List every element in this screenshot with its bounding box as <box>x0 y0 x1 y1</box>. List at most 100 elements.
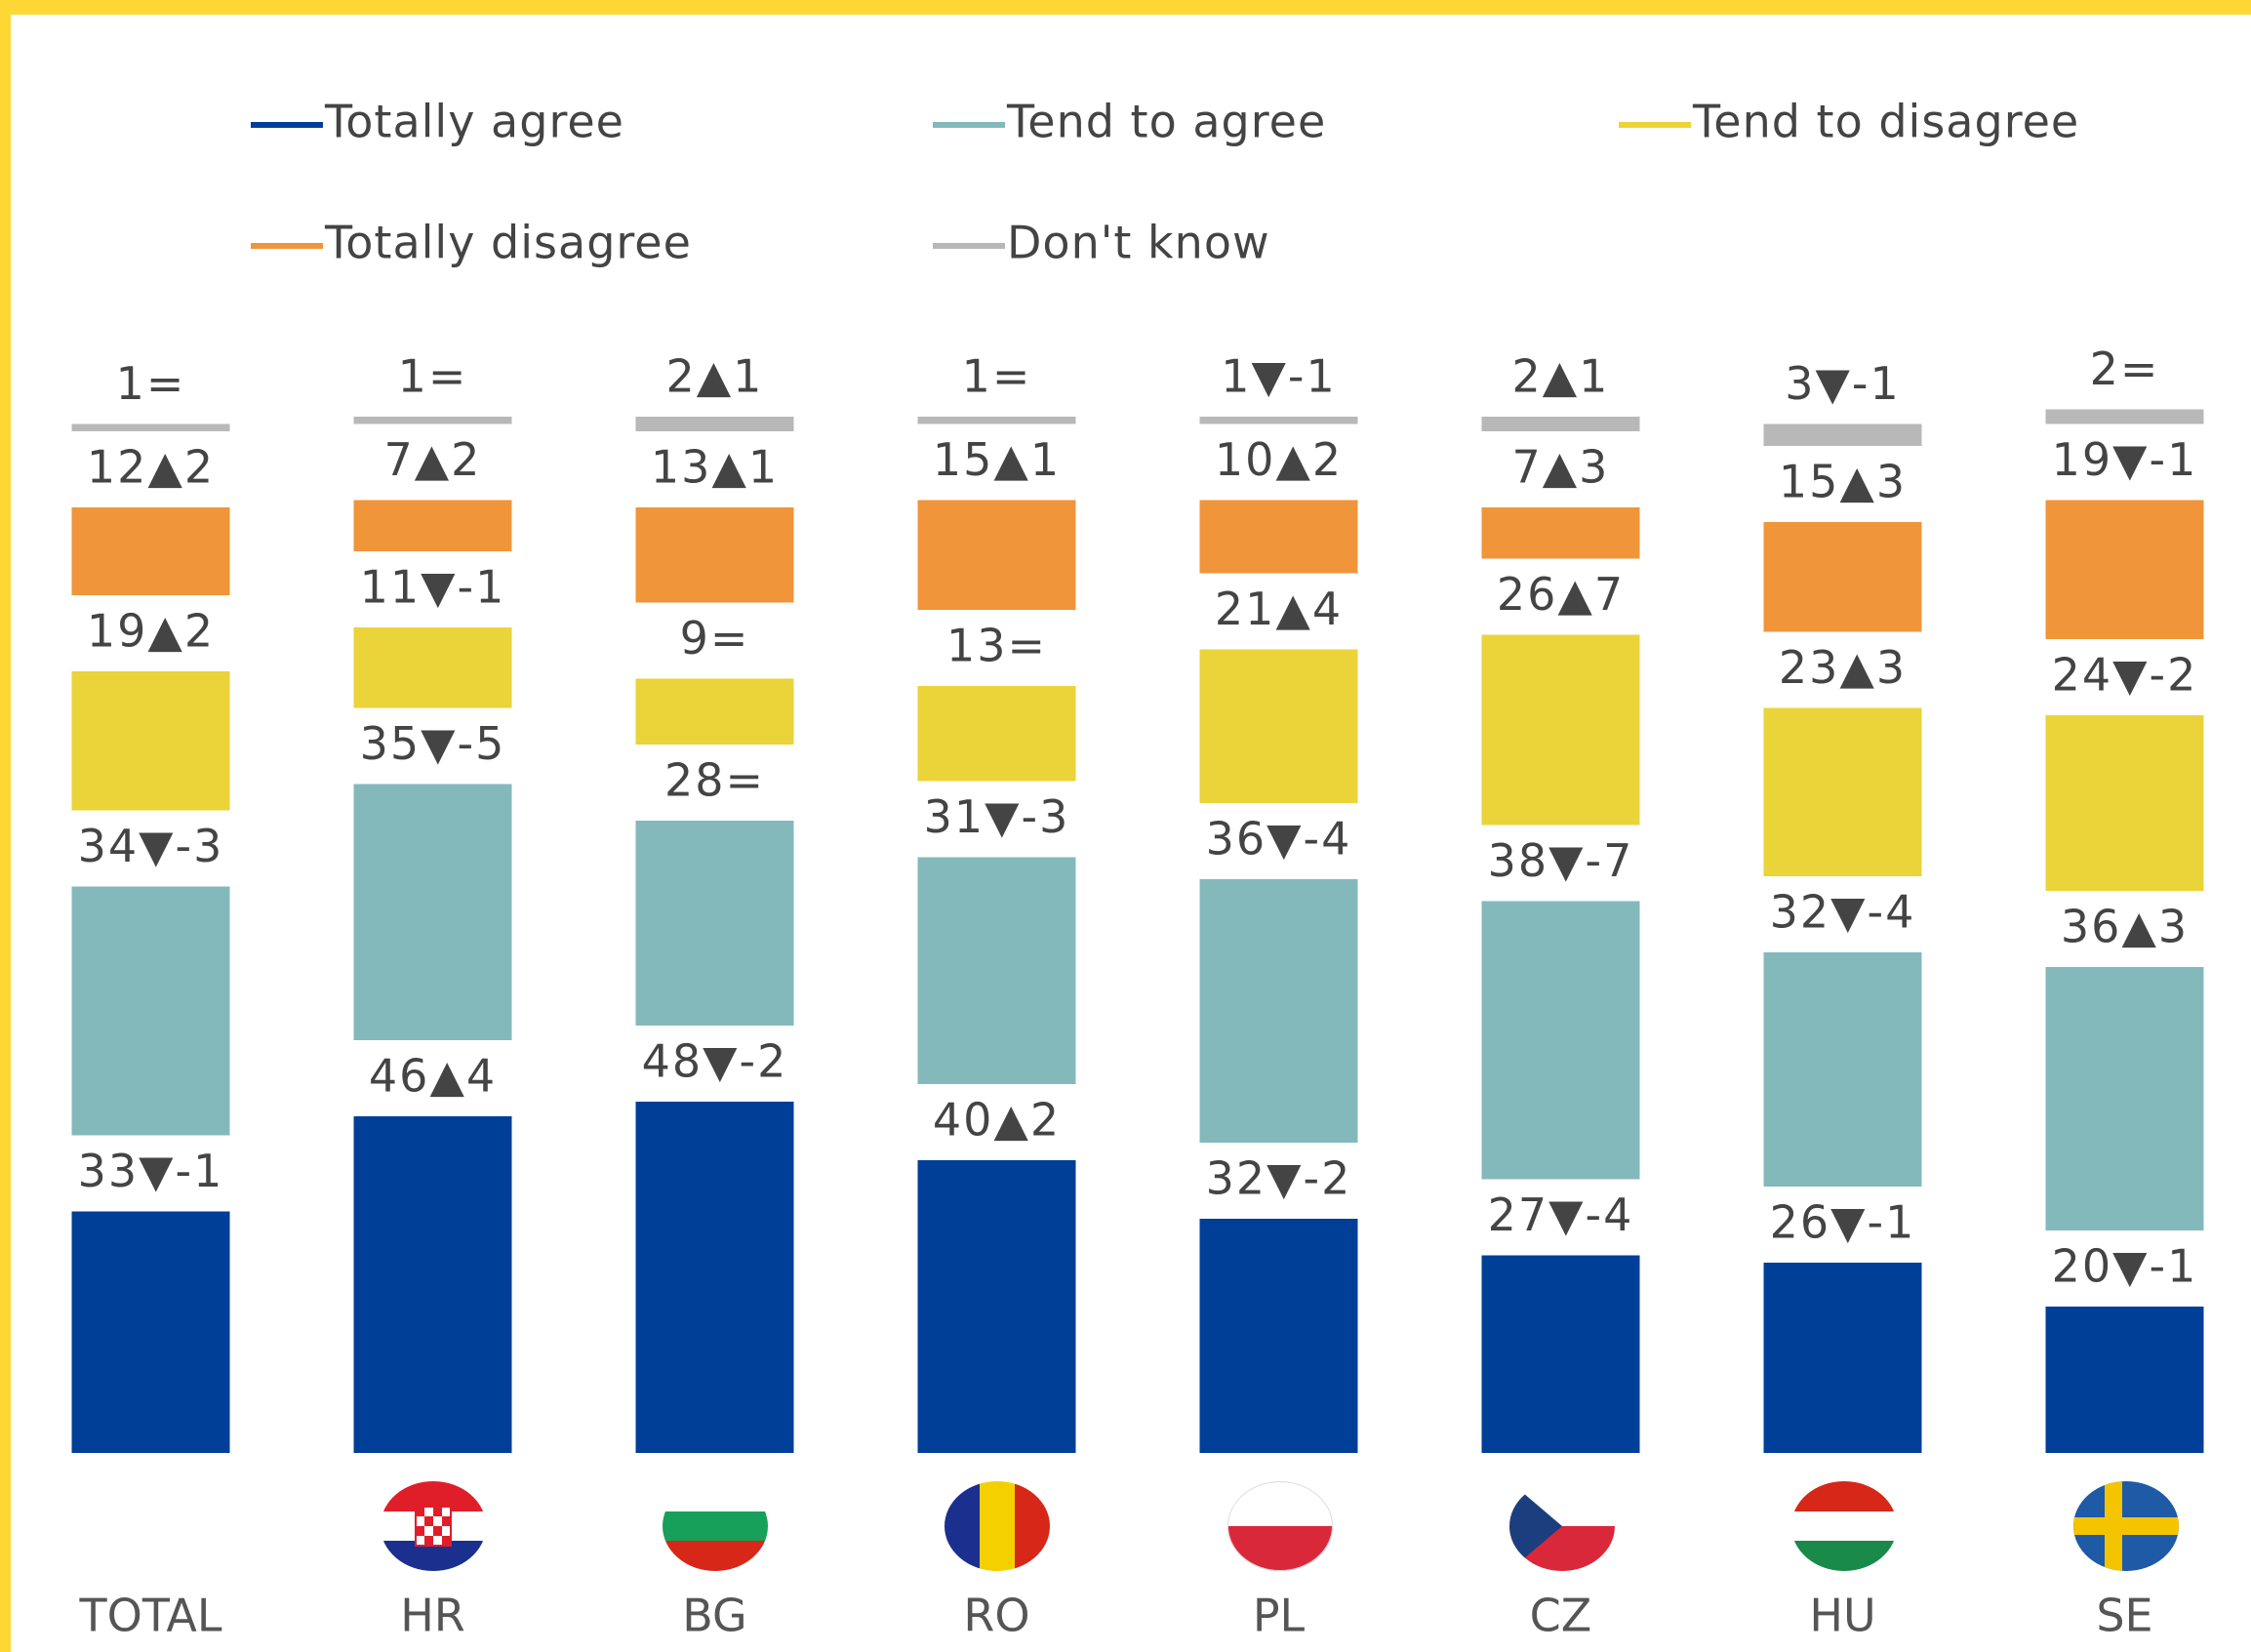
data-label: 2▲1 <box>1512 350 1610 403</box>
bar-segment <box>635 678 794 745</box>
bar-segment <box>353 627 512 708</box>
bar-segment <box>1763 1263 1922 1453</box>
bar-segment <box>1481 634 1640 826</box>
data-label: 32▼-4 <box>1770 886 1916 939</box>
data-label: 3▼-1 <box>1785 357 1901 410</box>
x-tick-label: CZ <box>1530 1590 1592 1642</box>
data-label: 46▲4 <box>369 1050 497 1103</box>
data-label: 12▲2 <box>87 441 215 494</box>
bar-segment <box>1199 417 1358 424</box>
legend-label: Totally disagree <box>324 217 692 269</box>
bar-segment <box>635 417 794 431</box>
data-label: 2= <box>2090 342 2160 395</box>
data-label: 7▲3 <box>1512 441 1610 494</box>
bar-segment <box>635 1102 794 1453</box>
data-label: 36▲3 <box>2061 901 2189 953</box>
bar-segment <box>917 686 1076 782</box>
flag <box>1509 1481 1615 1571</box>
x-tick-label: TOTAL <box>79 1590 222 1642</box>
bar-segment <box>2045 409 2204 424</box>
legend-label: Tend to disagree <box>1692 96 2079 148</box>
data-label: 1▼-1 <box>1221 350 1337 403</box>
data-label: 24▼-2 <box>2052 649 2198 702</box>
bar-segment <box>1763 522 1922 632</box>
data-label: 23▲3 <box>1779 641 1907 694</box>
data-label: 38▼-7 <box>1488 834 1634 887</box>
bar-segment <box>1199 649 1358 803</box>
bar-segment <box>71 1211 230 1453</box>
bar-segment <box>917 857 1076 1084</box>
data-label: 26▲7 <box>1497 568 1625 621</box>
data-label: 27▼-4 <box>1488 1189 1634 1241</box>
data-label: 11▼-1 <box>360 561 506 614</box>
x-tick-label: HU <box>1809 1590 1875 1642</box>
x-tick-label: RO <box>963 1590 1029 1642</box>
bar-segment <box>71 886 230 1136</box>
data-label: 1= <box>962 350 1032 403</box>
bar-segment <box>1199 879 1358 1143</box>
data-label: 13= <box>946 620 1047 672</box>
x-tick-label: SE <box>2096 1590 2152 1642</box>
data-label: 15▲3 <box>1779 456 1907 508</box>
data-label: 21▲4 <box>1215 583 1343 635</box>
data-label: 36▼-4 <box>1206 813 1352 866</box>
bar-segment <box>635 821 794 1026</box>
flag <box>945 1481 1050 1571</box>
bar-segment <box>2045 967 2204 1230</box>
bar-segment <box>71 671 230 811</box>
bar-segment <box>917 1160 1076 1453</box>
bar-segment <box>2045 1307 2204 1453</box>
bar-segment <box>1481 417 1640 431</box>
data-label: 34▼-3 <box>78 820 224 872</box>
legend-label: Totally agree <box>324 96 624 148</box>
data-label: 48▼-2 <box>642 1035 788 1088</box>
bar-segment <box>353 500 512 551</box>
bar-segment <box>917 417 1076 424</box>
flag <box>1227 1481 1333 1571</box>
legend-label: Don't know <box>1007 217 1270 269</box>
bar-segment <box>1199 1219 1358 1453</box>
data-label: 31▼-3 <box>924 790 1070 843</box>
bar-segment <box>71 423 230 431</box>
x-tick-label: BG <box>682 1590 746 1642</box>
bar-segment <box>1763 707 1922 876</box>
bar-segment <box>1481 507 1640 559</box>
data-label: 9= <box>680 612 750 665</box>
bar-segment <box>917 500 1076 610</box>
x-tick-label: PL <box>1253 1590 1306 1642</box>
data-label: 40▲2 <box>933 1094 1061 1147</box>
bar-segment <box>2045 500 2204 639</box>
data-label: 32▼-2 <box>1206 1152 1352 1205</box>
data-label: 1= <box>398 350 468 403</box>
data-label: 33▼-1 <box>78 1145 224 1197</box>
data-label: 20▼-1 <box>2052 1240 2198 1293</box>
data-label: 13▲1 <box>651 441 779 494</box>
bar-segment <box>1199 500 1358 574</box>
flag <box>1791 1481 1897 1571</box>
left-border <box>0 0 11 1652</box>
data-label: 26▼-1 <box>1770 1196 1916 1249</box>
bar-segment <box>635 507 794 603</box>
bar-segment <box>353 1116 512 1453</box>
data-label: 35▼-5 <box>360 717 506 770</box>
flag <box>381 1481 486 1571</box>
flag <box>2073 1481 2179 1571</box>
bar-segment <box>353 417 512 424</box>
bar-segment <box>353 784 512 1040</box>
data-label: 1= <box>116 357 186 410</box>
bar-segment <box>1481 1255 1640 1453</box>
bar-segment <box>71 507 230 595</box>
bar-segment <box>1481 901 1640 1180</box>
data-label: 28= <box>664 754 765 807</box>
data-label: 19▼-1 <box>2052 433 2198 486</box>
x-tick-label: HR <box>400 1590 465 1642</box>
top-border <box>0 0 2251 15</box>
data-label: 19▲2 <box>87 605 215 658</box>
legend-label: Tend to agree <box>1006 96 1326 148</box>
bar-segment <box>1763 952 1922 1187</box>
data-label: 7▲2 <box>384 433 482 486</box>
bar-segment <box>1763 423 1922 446</box>
data-label: 2▲1 <box>666 350 764 403</box>
bar-segment <box>2045 715 2204 891</box>
